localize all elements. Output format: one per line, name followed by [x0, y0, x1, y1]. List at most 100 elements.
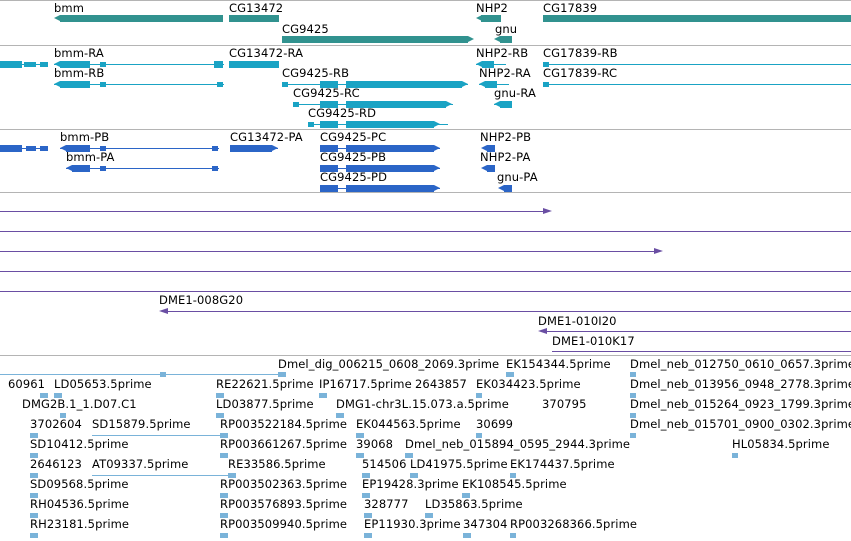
transcript-bmm-RB[interactable] [54, 84, 224, 85]
clone-DME1-008G20[interactable] [168, 311, 851, 312]
feature-label[interactable]: AT09337.5prime [92, 457, 189, 471]
transcript-label-CG17839-RB[interactable]: CG17839-RB [543, 46, 618, 60]
gene-label-CG9425[interactable]: CG9425 [282, 22, 329, 36]
gene-CG9425[interactable] [282, 36, 468, 43]
protein-label-NHP2-PA[interactable]: NHP2-PA [480, 150, 531, 164]
feature-label[interactable]: Dmel_neb_015264_0923_1799.3prime [630, 397, 851, 411]
transcript-label-bmm-RB[interactable]: bmm-RB [54, 66, 105, 80]
protein-NHP2-PB[interactable] [487, 145, 495, 152]
clone-line[interactable] [0, 231, 851, 232]
feature-label[interactable]: EK154344.5prime [506, 357, 611, 371]
feature-label[interactable]: RE22621.5prime [216, 377, 314, 391]
feature-label[interactable]: EK174437.5prime [510, 457, 615, 471]
transcript-bmm-RA[interactable] [54, 64, 224, 65]
feature-label[interactable]: LD41975.5prime [410, 457, 508, 471]
feature-label[interactable]: 2643857 [415, 377, 467, 391]
protein-gnu-PA[interactable] [504, 185, 512, 192]
feature-label[interactable]: 30699 [476, 417, 514, 431]
gene-label-CG17839[interactable]: CG17839 [543, 1, 598, 15]
feature-label[interactable]: Dmel_neb_013956_0948_2778.3prime [630, 377, 851, 391]
feature-label[interactable]: RE33586.5prime [228, 457, 326, 471]
feature-label[interactable]: 328777 [364, 497, 409, 511]
transcript-partial[interactable] [0, 61, 22, 68]
protein-bmm-PA[interactable] [66, 168, 219, 169]
clone-DME1-010K17[interactable] [552, 351, 851, 352]
transcript-label-gnu-RA[interactable]: gnu-RA [494, 86, 537, 100]
transcript-label-bmm-RA[interactable]: bmm-RA [54, 46, 104, 60]
protein-label-bmm-PA[interactable]: bmm-PA [66, 150, 115, 164]
gene-label-bmm[interactable]: bmm [54, 1, 85, 15]
gene-CG17839[interactable] [543, 15, 851, 22]
feature-label[interactable]: RH04536.5prime [30, 497, 130, 511]
feature-label[interactable]: SD15879.5prime [92, 417, 191, 431]
feature-label[interactable]: EP11930.3prime [364, 517, 461, 531]
clone-line[interactable] [0, 271, 851, 272]
feature-label[interactable]: RP003502363.5prime [220, 477, 348, 491]
feature-label[interactable]: 60961 [8, 377, 46, 391]
feature-label[interactable]: EK044563.5prime [356, 417, 461, 431]
transcript-label-CG13472-RA[interactable]: CG13472-RA [229, 46, 304, 60]
transcript-label-CG17839-RC[interactable]: CG17839-RC [543, 66, 618, 80]
feature-label[interactable]: 2646123 [30, 457, 82, 471]
feature-label[interactable]: EP19428.3prime [362, 477, 459, 491]
transcript-label-CG9425-RC[interactable]: CG9425-RC [293, 86, 360, 100]
feature-label[interactable]: HL05834.5prime [732, 437, 830, 451]
protein-label-NHP2-PB[interactable]: NHP2-PB [480, 130, 532, 144]
protein-label-CG9425-PD[interactable]: CG9425-PD [320, 170, 388, 184]
gene-gnu[interactable] [500, 36, 512, 43]
protein-label-CG9425-PC[interactable]: CG9425-PC [320, 130, 387, 144]
protein-NHP2-PA[interactable] [487, 165, 495, 172]
feature-label[interactable]: RP003576893.5prime [220, 497, 348, 511]
transcript-label-NHP2-RB[interactable]: NHP2-RB [476, 46, 529, 60]
gene-label-CG13472[interactable]: CG13472 [229, 1, 284, 15]
feature-label[interactable]: RP003661267.5prime [220, 437, 348, 451]
feature-label[interactable]: LD35863.5prime [425, 497, 523, 511]
feature-label[interactable]: RP003509940.5prime [220, 517, 348, 531]
feature-label[interactable]: SD10412.5prime [30, 437, 129, 451]
clone-label-DME1-008G20[interactable]: DME1-008G20 [159, 293, 244, 307]
feature-label[interactable]: 514506 [362, 457, 407, 471]
feature-label[interactable]: RH23181.5prime [30, 517, 130, 531]
feature-label[interactable]: LD05653.5prime [54, 377, 152, 391]
clone-line[interactable] [0, 291, 851, 292]
protein-label-bmm-PB[interactable]: bmm-PB [60, 130, 110, 144]
feature-label[interactable]: Dmel_dig_006215_0608_2069.3prime [278, 357, 500, 371]
transcript-CG13472-RA[interactable] [229, 61, 279, 68]
feature-label[interactable]: SD09568.5prime [30, 477, 129, 491]
feature-label[interactable]: Dmel_neb_015894_0595_2944.3prime [405, 437, 631, 451]
feature-label[interactable]: 347304 [463, 517, 508, 531]
feature-label[interactable]: EK034423.5prime [476, 377, 581, 391]
gene-bmm[interactable] [60, 15, 223, 22]
feature-label[interactable]: Dmel_neb_015701_0900_0302.3prime [630, 417, 851, 431]
clone-line[interactable] [0, 251, 654, 252]
clone-label-DME1-010I20[interactable]: DME1-010I20 [538, 314, 617, 328]
transcript-label-CG9425-RD[interactable]: CG9425-RD [308, 106, 377, 120]
clone-DME1-010I20[interactable] [547, 331, 851, 332]
protein-label-CG9425-PB[interactable]: CG9425-PB [320, 150, 387, 164]
feature-label[interactable]: DMG1-chr3L.15.073.a.5prime [336, 397, 509, 411]
clone-line[interactable] [0, 211, 543, 212]
feature-label[interactable]: LD03877.5prime [216, 397, 314, 411]
gene-NHP2[interactable] [481, 15, 501, 22]
feature-label[interactable]: 39068 [356, 437, 394, 451]
feature-label[interactable]: IP16717.5prime [319, 377, 412, 391]
transcript-CG17839-RB[interactable] [543, 64, 851, 65]
transcript-label-NHP2-RA[interactable]: NHP2-RA [479, 66, 531, 80]
gene-label-NHP2[interactable]: NHP2 [476, 1, 508, 15]
protein-bmm-PB[interactable] [60, 148, 219, 149]
feature-label[interactable]: 370795 [542, 397, 587, 411]
transcript-CG17839-RC[interactable] [543, 84, 851, 85]
feature-label[interactable]: 3702604 [30, 417, 82, 431]
gene-CG13472[interactable] [229, 15, 279, 22]
feature-label[interactable]: Dmel_neb_012750_0610_0657.3prime [630, 357, 851, 371]
protein-partial[interactable] [0, 145, 22, 152]
gene-label-gnu[interactable]: gnu [495, 22, 518, 36]
protein-label-CG13472-PA[interactable]: CG13472-PA [230, 130, 303, 144]
clone-label-DME1-010K17[interactable]: DME1-010K17 [552, 334, 635, 348]
feature-label[interactable]: RP003268366.5prime [510, 517, 638, 531]
transcript-label-CG9425-RB[interactable]: CG9425-RB [282, 66, 350, 80]
feature-label[interactable]: RP003522184.5prime [220, 417, 348, 431]
feature-label[interactable]: DMG2B.1_1.D07.C1 [22, 397, 137, 411]
protein-label-gnu-PA[interactable]: gnu-PA [497, 170, 538, 184]
feature-label[interactable]: EK108545.5prime [462, 477, 567, 491]
